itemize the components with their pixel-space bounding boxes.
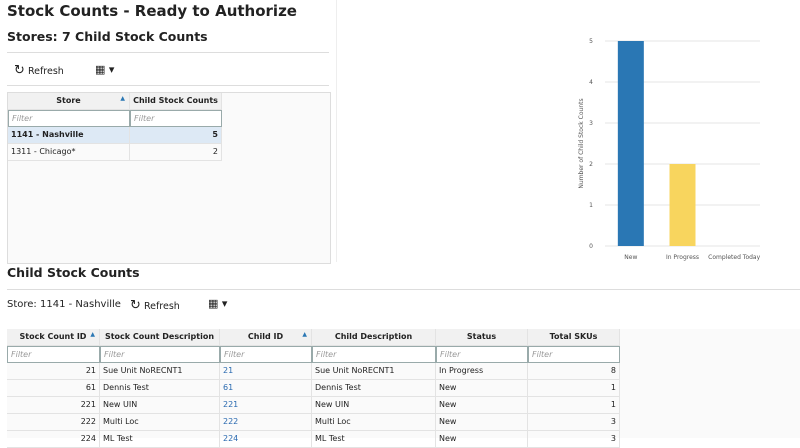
panel-title: Child Stock Counts <box>7 265 140 280</box>
table-cell[interactable]: 221 <box>220 397 312 414</box>
filter-input[interactable]: Filter <box>220 346 312 363</box>
table-cell: New UIN <box>312 397 436 414</box>
y-tick-label: 5 <box>589 38 593 45</box>
store-label: Store: 1141 - Nashville <box>7 299 121 310</box>
table-cell: 224 <box>7 431 100 448</box>
table-cell: 221 <box>7 397 100 414</box>
panel-title: Stores: 7 Child Stock Counts <box>7 29 208 44</box>
table-cell: New UIN <box>100 397 220 414</box>
table-cell: 21 <box>7 363 100 380</box>
bar <box>669 164 696 246</box>
chart: 0 1 2 3 4 5 Number of Child Stock Counts New In … <box>578 38 761 261</box>
x-tick-label: In Progress <box>666 254 699 261</box>
filter-input[interactable]: Filter <box>528 346 620 363</box>
table-cell: New <box>436 397 528 414</box>
column-header[interactable]: Child ID ▲ <box>220 329 312 346</box>
table-cell: In Progress <box>436 363 528 380</box>
refresh-label: Refresh <box>143 301 180 312</box>
table-cell: 1141 - Nashville <box>8 127 130 144</box>
y-tick-label: 4 <box>589 79 593 86</box>
x-tick-label: Completed Today <box>708 254 760 261</box>
table-cell: 3 <box>528 431 620 448</box>
table-cell[interactable]: 21 <box>220 363 312 380</box>
page: Stock Counts - Ready to Authorize Stores… <box>7 0 800 448</box>
y-tick-label: 2 <box>589 161 593 168</box>
refresh-label: Refresh <box>27 66 64 77</box>
table-cell: Sue Unit NoRECNT1 <box>312 363 436 380</box>
table-cell: New <box>436 431 528 448</box>
divider <box>336 0 337 262</box>
sort-icon: ▲ <box>302 331 307 338</box>
filter-input[interactable]: Filter <box>436 346 528 363</box>
column-header[interactable]: Status <box>436 329 528 346</box>
table-cell: Sue Unit NoRECNT1 <box>100 363 220 380</box>
column-header[interactable]: Child Description <box>312 329 436 346</box>
stores-grid: Store ▲ Filter Child Stock Counts Filter 1141… <box>7 92 331 264</box>
table-cell: 5 <box>130 127 222 144</box>
table-cell: Dennis Test <box>100 380 220 397</box>
column-header[interactable]: Stock Count ID ▲ <box>7 329 100 346</box>
divider <box>7 289 800 290</box>
table-cell: 1 <box>528 380 620 397</box>
sort-icon: ▲ <box>90 331 95 338</box>
table-cell: Multi Loc <box>312 414 436 431</box>
view-menu[interactable]: ▦ ▾ <box>208 297 228 310</box>
sort-icon: ▲ <box>120 95 125 102</box>
table-cell: New <box>436 380 528 397</box>
view-menu[interactable]: ▦ ▾ <box>95 63 115 76</box>
filter-input[interactable]: Filter <box>312 346 436 363</box>
table-cell: ML Test <box>100 431 220 448</box>
table-cell: Dennis Test <box>312 380 436 397</box>
y-tick-label: 3 <box>589 120 593 127</box>
table-cell: Multi Loc <box>100 414 220 431</box>
bar <box>617 41 644 246</box>
table-cell: 2 <box>130 144 222 161</box>
refresh-button[interactable]: ↻ Refresh <box>14 63 64 78</box>
column-header[interactable]: Store ▲ <box>8 93 130 110</box>
divider <box>7 85 329 86</box>
table-cell: ML Test <box>312 431 436 448</box>
divider <box>7 52 329 53</box>
refresh-button[interactable]: ↻ Refresh <box>130 298 180 313</box>
table-cell: 3 <box>528 414 620 431</box>
table-cell[interactable]: 224 <box>220 431 312 448</box>
child-grid: Stock Count ID ▲ Filter Stock Count Descrip… <box>7 329 800 448</box>
table-cell[interactable]: 61 <box>220 380 312 397</box>
filter-input[interactable]: Filter <box>7 346 100 363</box>
x-tick-label: New <box>624 254 637 261</box>
y-tick-label: 1 <box>589 202 593 209</box>
table-cell: 1 <box>528 397 620 414</box>
table-cell: 8 <box>528 363 620 380</box>
table-cell: 222 <box>7 414 100 431</box>
filter-input[interactable]: Filter <box>8 110 130 127</box>
column-header[interactable]: Child Stock Counts <box>130 93 222 110</box>
table-cell[interactable]: 222 <box>220 414 312 431</box>
table-cell: New <box>436 414 528 431</box>
page-title: Stock Counts - Ready to Authorize <box>7 2 297 20</box>
table-cell: 1311 - Chicago* <box>8 144 130 161</box>
filter-input[interactable]: Filter <box>100 346 220 363</box>
table-cell: 61 <box>7 380 100 397</box>
column-header[interactable]: Stock Count Description <box>100 329 220 346</box>
column-header[interactable]: Total SKUs <box>528 329 620 346</box>
y-tick-label: 0 <box>589 243 593 250</box>
filter-input[interactable]: Filter <box>130 110 222 127</box>
y-axis-label: Number of Child Stock Counts <box>578 98 585 188</box>
